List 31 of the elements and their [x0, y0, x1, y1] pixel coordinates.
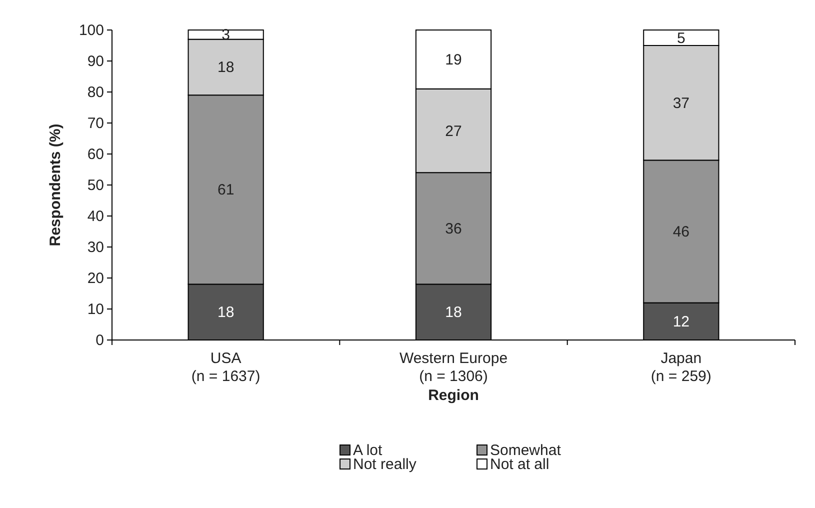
data-label: 61 — [217, 182, 234, 199]
legend-label: Somewhat — [490, 442, 562, 459]
x-tick-label: Japan (n = 259) — [650, 350, 712, 385]
x-tick-label: USA (n = 1637) — [191, 350, 260, 385]
data-label: 18 — [445, 304, 462, 322]
y-tick-label: 90 — [87, 53, 104, 70]
legend-label: Not really — [353, 456, 417, 473]
y-tick-label: 50 — [87, 177, 104, 194]
data-label: 18 — [217, 59, 234, 76]
data-label: 27 — [445, 122, 462, 140]
legend-label: Not at all — [490, 456, 550, 473]
data-label: 37 — [672, 94, 690, 112]
data-label: 46 — [672, 224, 690, 240]
y-tick-label: 80 — [87, 84, 104, 101]
y-tick-label: 100 — [78, 22, 104, 39]
y-tick-label: 70 — [87, 115, 104, 132]
data-label: 19 — [445, 51, 462, 68]
data-label: 18 — [217, 304, 234, 322]
y-tick-label: 10 — [87, 301, 104, 318]
x-axis-title: Region — [428, 387, 479, 404]
y-tick-label: 0 — [96, 332, 104, 349]
y-tick-label: 60 — [87, 146, 104, 163]
y-tick-label: 40 — [87, 208, 104, 225]
data-label: 36 — [445, 220, 462, 238]
x-tick-label: Western Europe (n = 1306) — [399, 350, 508, 385]
y-tick-label: 30 — [87, 239, 104, 256]
y-tick-label: 20 — [87, 270, 104, 287]
y-axis-title: Respondents (%) — [47, 124, 64, 246]
legend-label: A lot — [353, 442, 384, 459]
data-label: 5 — [676, 30, 686, 47]
data-label: 12 — [672, 313, 690, 330]
